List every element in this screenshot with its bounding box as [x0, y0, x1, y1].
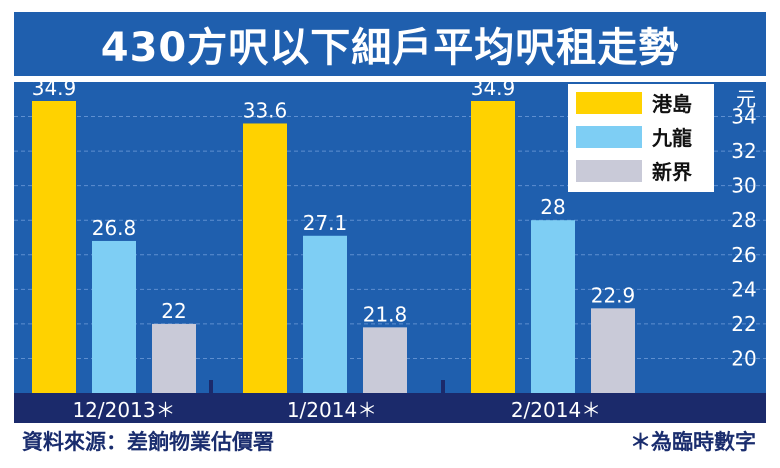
- bar-1-3: [152, 323, 196, 393]
- y-tick-label-2: 30: [731, 174, 756, 198]
- bar-3-3: [591, 308, 635, 393]
- y-tick-label-0: 34: [731, 105, 756, 129]
- value-label-3-3: 22.9: [591, 283, 636, 307]
- chart-title-bar: 430方呎以下細戶平均呎租走勢: [14, 12, 766, 76]
- bar-2-3: [363, 327, 407, 393]
- value-label-2-1: 33.6: [243, 98, 288, 122]
- axis-divider-2: [441, 380, 445, 393]
- chart-title: 430方呎以下細戶平均呎租走勢: [100, 25, 680, 71]
- y-tick-label-4: 26: [731, 243, 756, 267]
- value-label-2-2: 27.1: [303, 211, 348, 235]
- y-axis-unit: 元: [736, 87, 756, 111]
- legend-label-2: 九龍: [651, 126, 692, 150]
- value-label-1-1: 34.9: [32, 76, 77, 100]
- provisional-note: ＊為臨時數字: [630, 430, 756, 454]
- legend-swatch-1: [576, 92, 642, 114]
- axis-divider-1: [209, 380, 213, 393]
- y-tick-label-3: 28: [731, 208, 756, 232]
- category-label-1: 12/2013＊: [72, 398, 175, 422]
- value-label-3-2: 28: [540, 195, 565, 219]
- value-label-2-3: 21.8: [363, 302, 408, 326]
- bar-1-1: [32, 101, 76, 393]
- category-label-3: 2/2014＊: [511, 398, 601, 422]
- value-label-3-1: 34.9: [471, 76, 516, 100]
- category-label-2: 1/2014＊: [287, 398, 377, 422]
- bar-1-2: [92, 240, 136, 393]
- y-tick-label-5: 24: [731, 277, 756, 301]
- source-note: 資料來源：差餉物業估價署: [22, 430, 274, 454]
- y-tick-label-1: 32: [731, 139, 756, 163]
- value-label-1-2: 26.8: [92, 216, 137, 240]
- y-tick-label-6: 22: [731, 312, 756, 336]
- bar-3-2: [531, 220, 575, 393]
- bar-2-1: [243, 123, 287, 393]
- bar-2-2: [303, 235, 347, 393]
- y-tick-label-7: 20: [731, 346, 756, 370]
- value-label-1-3: 22: [161, 299, 186, 323]
- legend-swatch-2: [576, 126, 642, 148]
- bar-3-1: [471, 101, 515, 393]
- legend-swatch-3: [576, 160, 642, 182]
- legend-label-1: 港島: [652, 92, 692, 116]
- legend-label-3: 新界: [652, 160, 692, 184]
- x-axis-band: [14, 393, 766, 423]
